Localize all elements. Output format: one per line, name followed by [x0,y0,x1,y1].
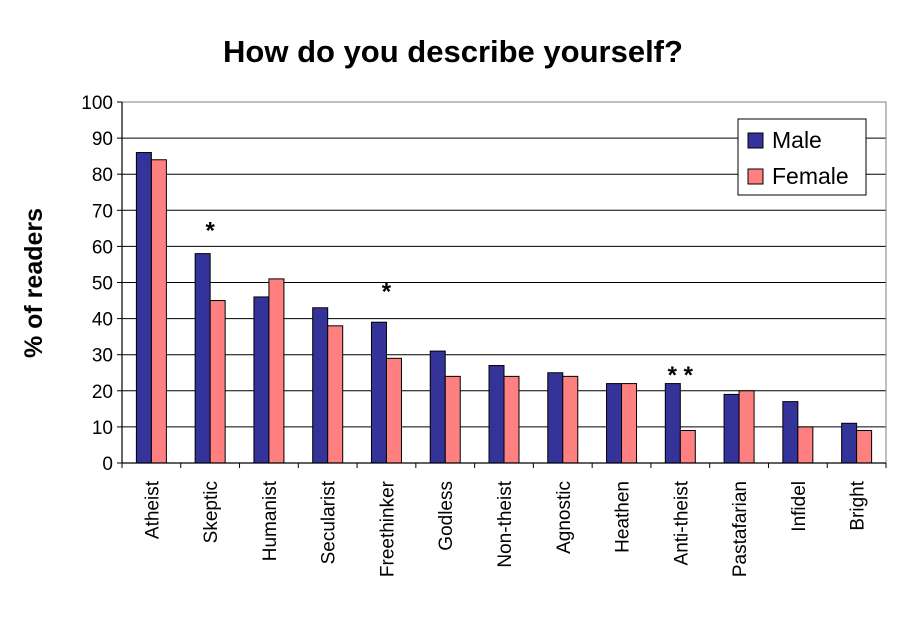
bar-male-bright [841,422,858,464]
bars [135,152,873,464]
bar-male-non-theist [488,365,505,464]
bar-female-heathen [621,383,638,464]
y-tick-labels: 0 10 20 30 40 50 60 70 80 90 100 [81,93,113,475]
y-tick-label: 70 [92,201,113,222]
y-tick-label: 60 [92,237,113,258]
bar-female-bright [856,430,873,464]
category-label: Bright [848,480,869,530]
bar-male-pastafarian [723,393,740,464]
legend-swatch-female [747,168,764,185]
bar-male-secularist [312,307,329,464]
bar-female-godless [444,375,461,464]
bar-female-infidel [797,426,814,464]
bar-female-humanist [268,278,285,464]
axes [117,101,887,468]
y-tick-label: 40 [92,310,113,331]
category-label: Skeptic [201,481,222,543]
bar-female-pastafarian [738,390,755,464]
y-tick-label: 100 [81,93,113,114]
bar-male-godless [429,350,446,464]
category-label: Heathen [613,481,634,553]
y-tick-label: 0 [102,454,113,475]
bar-female-agnostic [562,375,579,464]
category-label: Infidel [789,481,810,532]
legend-label-female: Female [772,163,849,189]
bar-male-skeptic [194,253,211,464]
bar-male-atheist [135,152,152,464]
significance-marker: * [205,217,215,244]
bar-male-humanist [253,296,270,464]
y-tick-label: 20 [92,382,113,403]
bar-male-freethinker [370,321,387,464]
bar-male-heathen [606,383,623,464]
y-tick-label: 50 [92,274,113,295]
y-tick-label: 10 [92,418,113,439]
y-tick-label: 90 [92,129,113,150]
category-label: Godless [436,481,457,551]
significance-marker: * [382,279,392,306]
category-label: Anti-theist [671,480,692,565]
bar-female-secularist [327,325,344,464]
y-axis-label: % of readers [20,208,48,358]
bar-male-agnostic [547,372,564,464]
category-label: Agnostic [554,481,575,554]
y-tick-label: 80 [92,165,113,186]
category-label: Atheist [142,480,163,539]
bar-male-anti-theist [664,383,681,464]
bar-female-skeptic [209,300,226,464]
category-label: Non-theist [495,480,516,567]
category-label: Humanist [260,480,281,561]
chart-title: How do you describe yourself? [223,34,683,69]
legend-label-male: Male [772,127,822,153]
bar-female-freethinker [385,357,402,464]
category-label: Secularist [319,480,340,564]
category-label: Pastafarian [730,481,751,577]
significance-marker: * * [668,362,694,389]
bar-female-anti-theist [679,430,696,464]
legend: Male Female [737,118,867,196]
bar-female-atheist [150,159,167,464]
bar-female-non-theist [503,375,520,464]
legend-swatch-male [747,132,764,149]
category-label: Freethinker [377,480,398,577]
category-labels: Atheist Skeptic Humanist Secularist Freethin… [142,480,868,577]
annotations: * * * * [205,217,693,388]
bar-male-infidel [782,401,799,464]
y-tick-label: 30 [92,346,113,367]
